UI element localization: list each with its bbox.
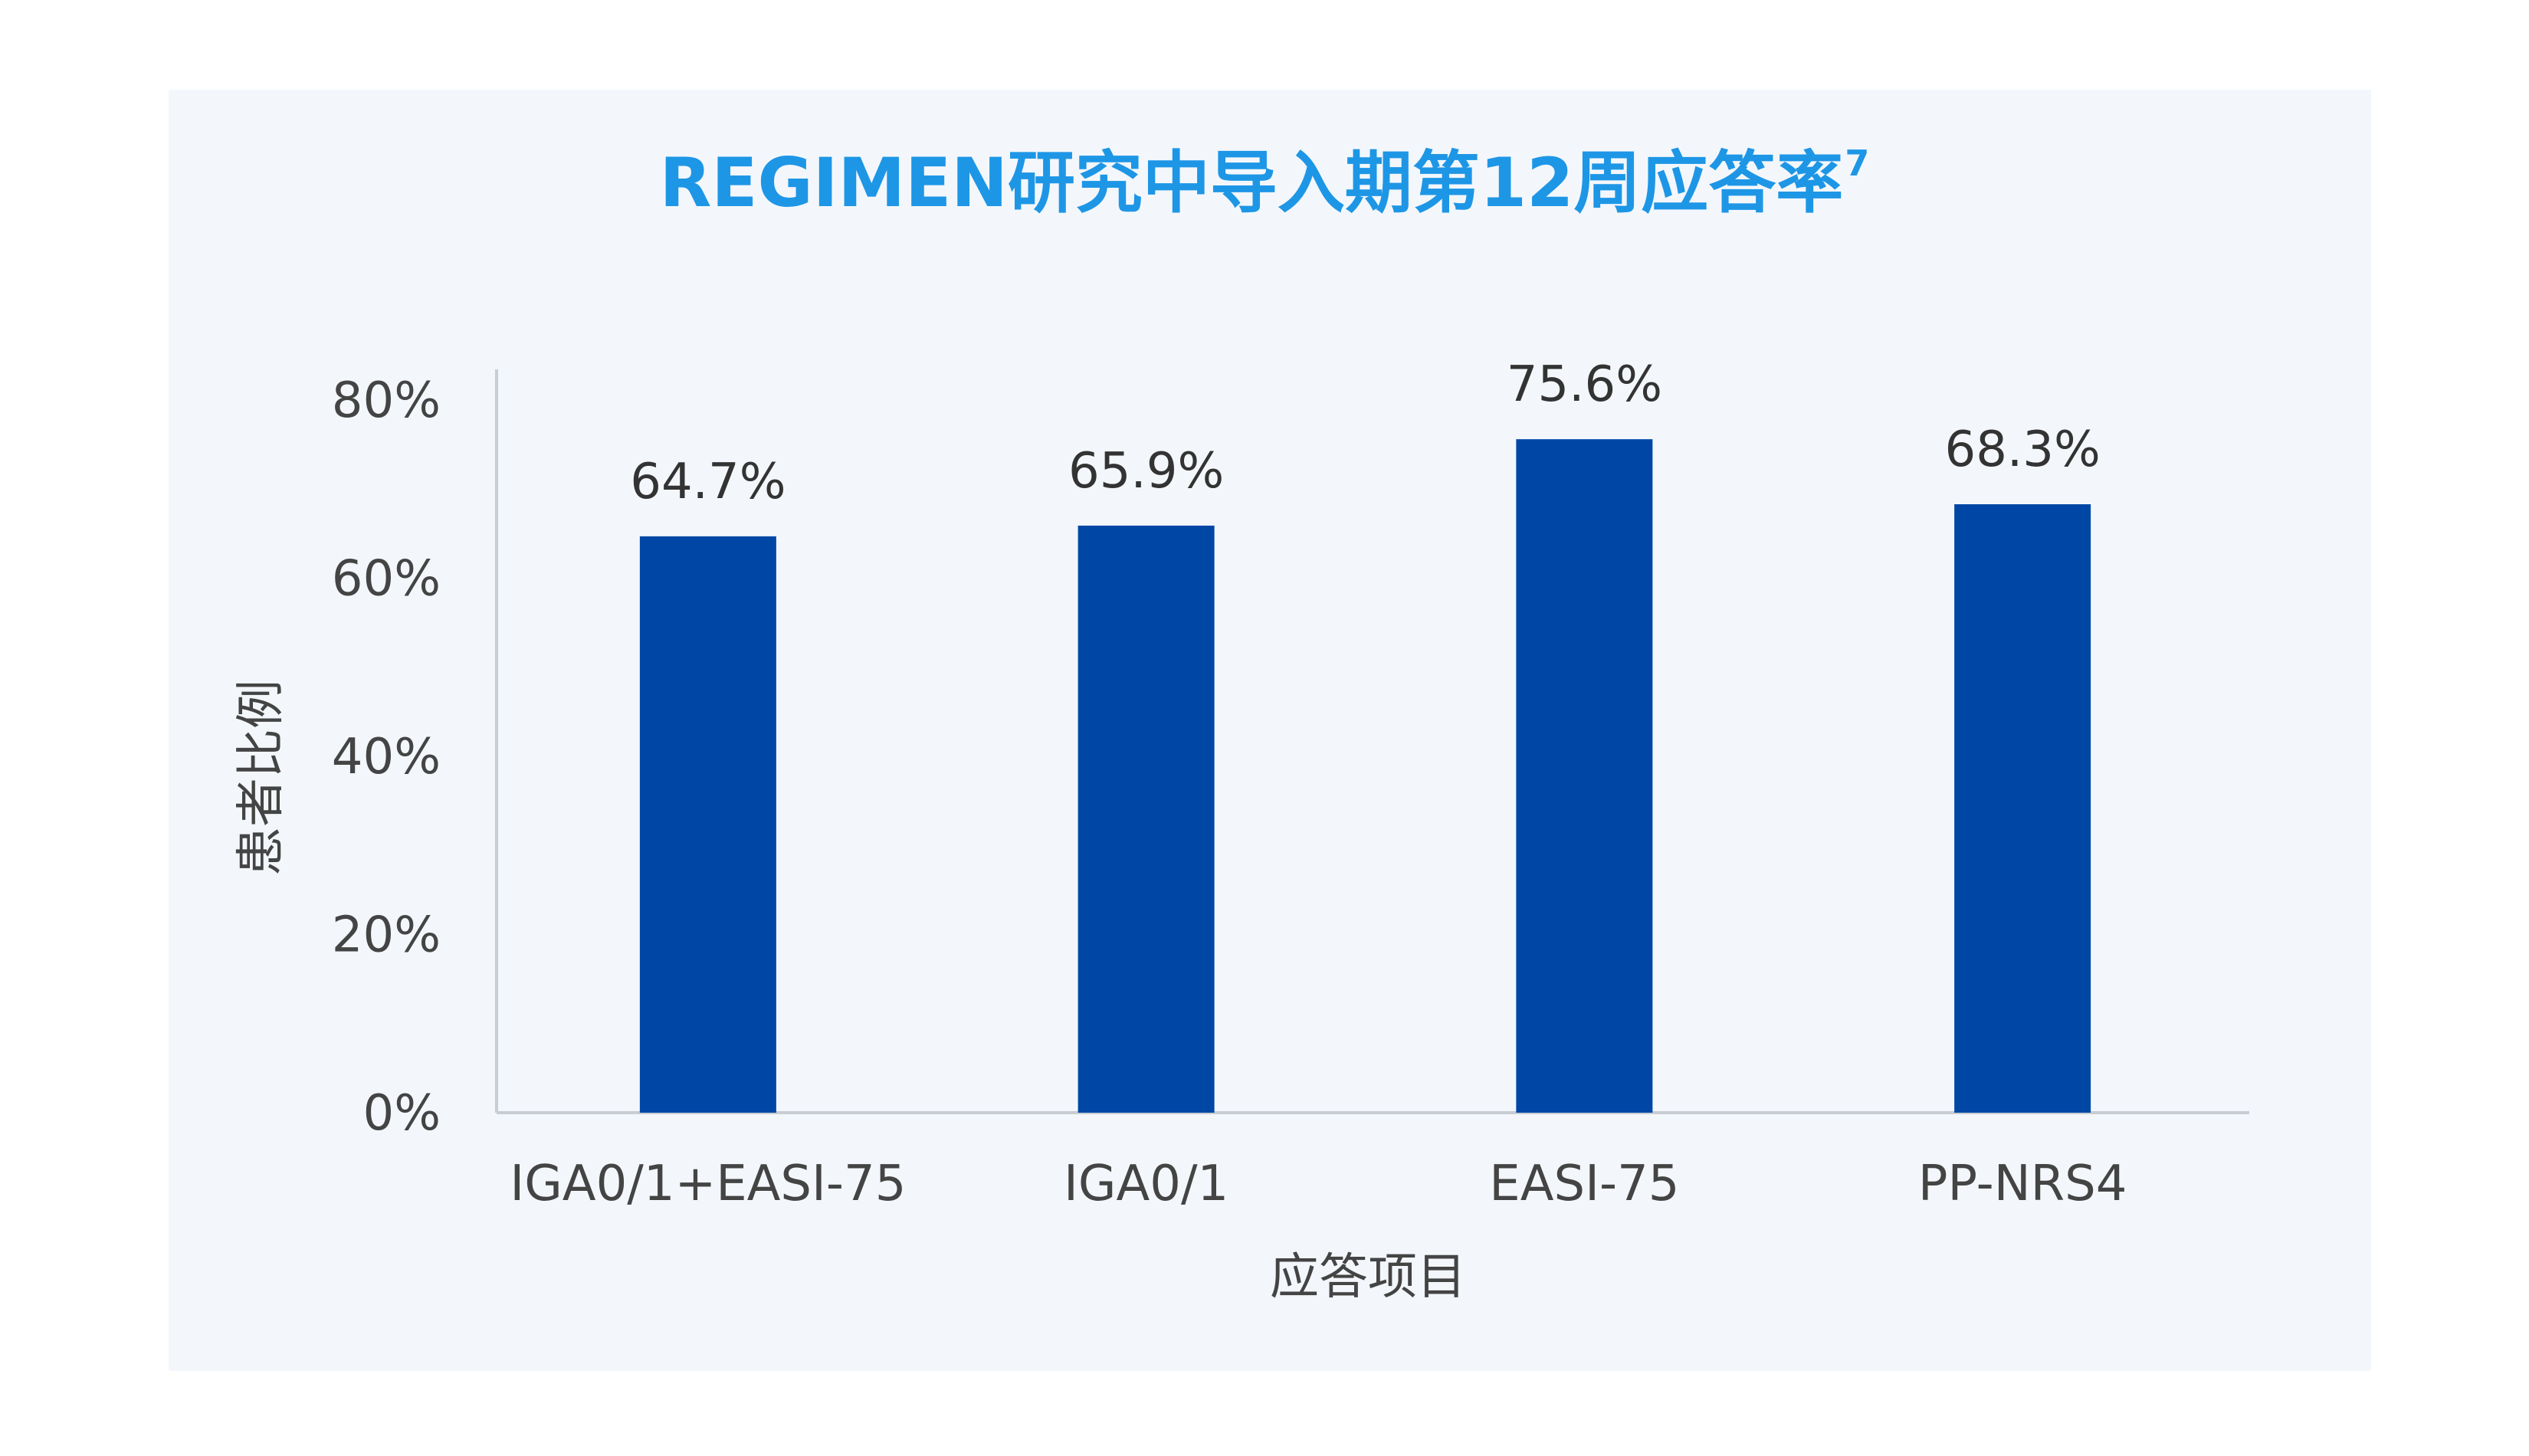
data-labels: 64.7% 65.9% 75.6% 68.3% <box>630 356 2101 510</box>
chart-title: REGIMEN研究中导入期第12周应答率7 <box>0 146 2529 217</box>
bar <box>1516 439 1653 1113</box>
bar <box>639 536 776 1113</box>
y-tick-label: 0% <box>362 1085 441 1142</box>
bars <box>639 439 2091 1113</box>
y-tick-label: 80% <box>332 372 441 429</box>
bar <box>1078 525 1215 1113</box>
y-tick-labels: 0% 20% 40% 60% 80% <box>332 372 441 1142</box>
data-label: 65.9% <box>1068 443 1224 500</box>
chart-title-superscript: 7 <box>1845 143 1870 184</box>
bar <box>1954 504 2091 1113</box>
category-labels: IGA0/1+EASI-75 IGA0/1 EASI-75 PP-NRS4 <box>510 1156 2127 1212</box>
category-label: IGA0/1 <box>1064 1156 1228 1212</box>
data-label: 68.3% <box>1944 421 2100 478</box>
y-axis-title: 患者比例 <box>233 680 290 876</box>
y-tick-label: 40% <box>332 729 441 785</box>
chart-title-text: REGIMEN研究中导入期第12周应答率 <box>659 143 1844 222</box>
data-label: 64.7% <box>630 454 786 510</box>
data-label: 75.6% <box>1507 356 1662 413</box>
category-label: PP-NRS4 <box>1918 1156 2127 1212</box>
y-tick-label: 60% <box>332 551 441 608</box>
category-label: EASI-75 <box>1489 1156 1679 1212</box>
y-tick-label: 20% <box>332 907 441 964</box>
category-label: IGA0/1+EASI-75 <box>510 1156 906 1212</box>
x-axis-title: 应答项目 <box>1270 1249 1466 1306</box>
